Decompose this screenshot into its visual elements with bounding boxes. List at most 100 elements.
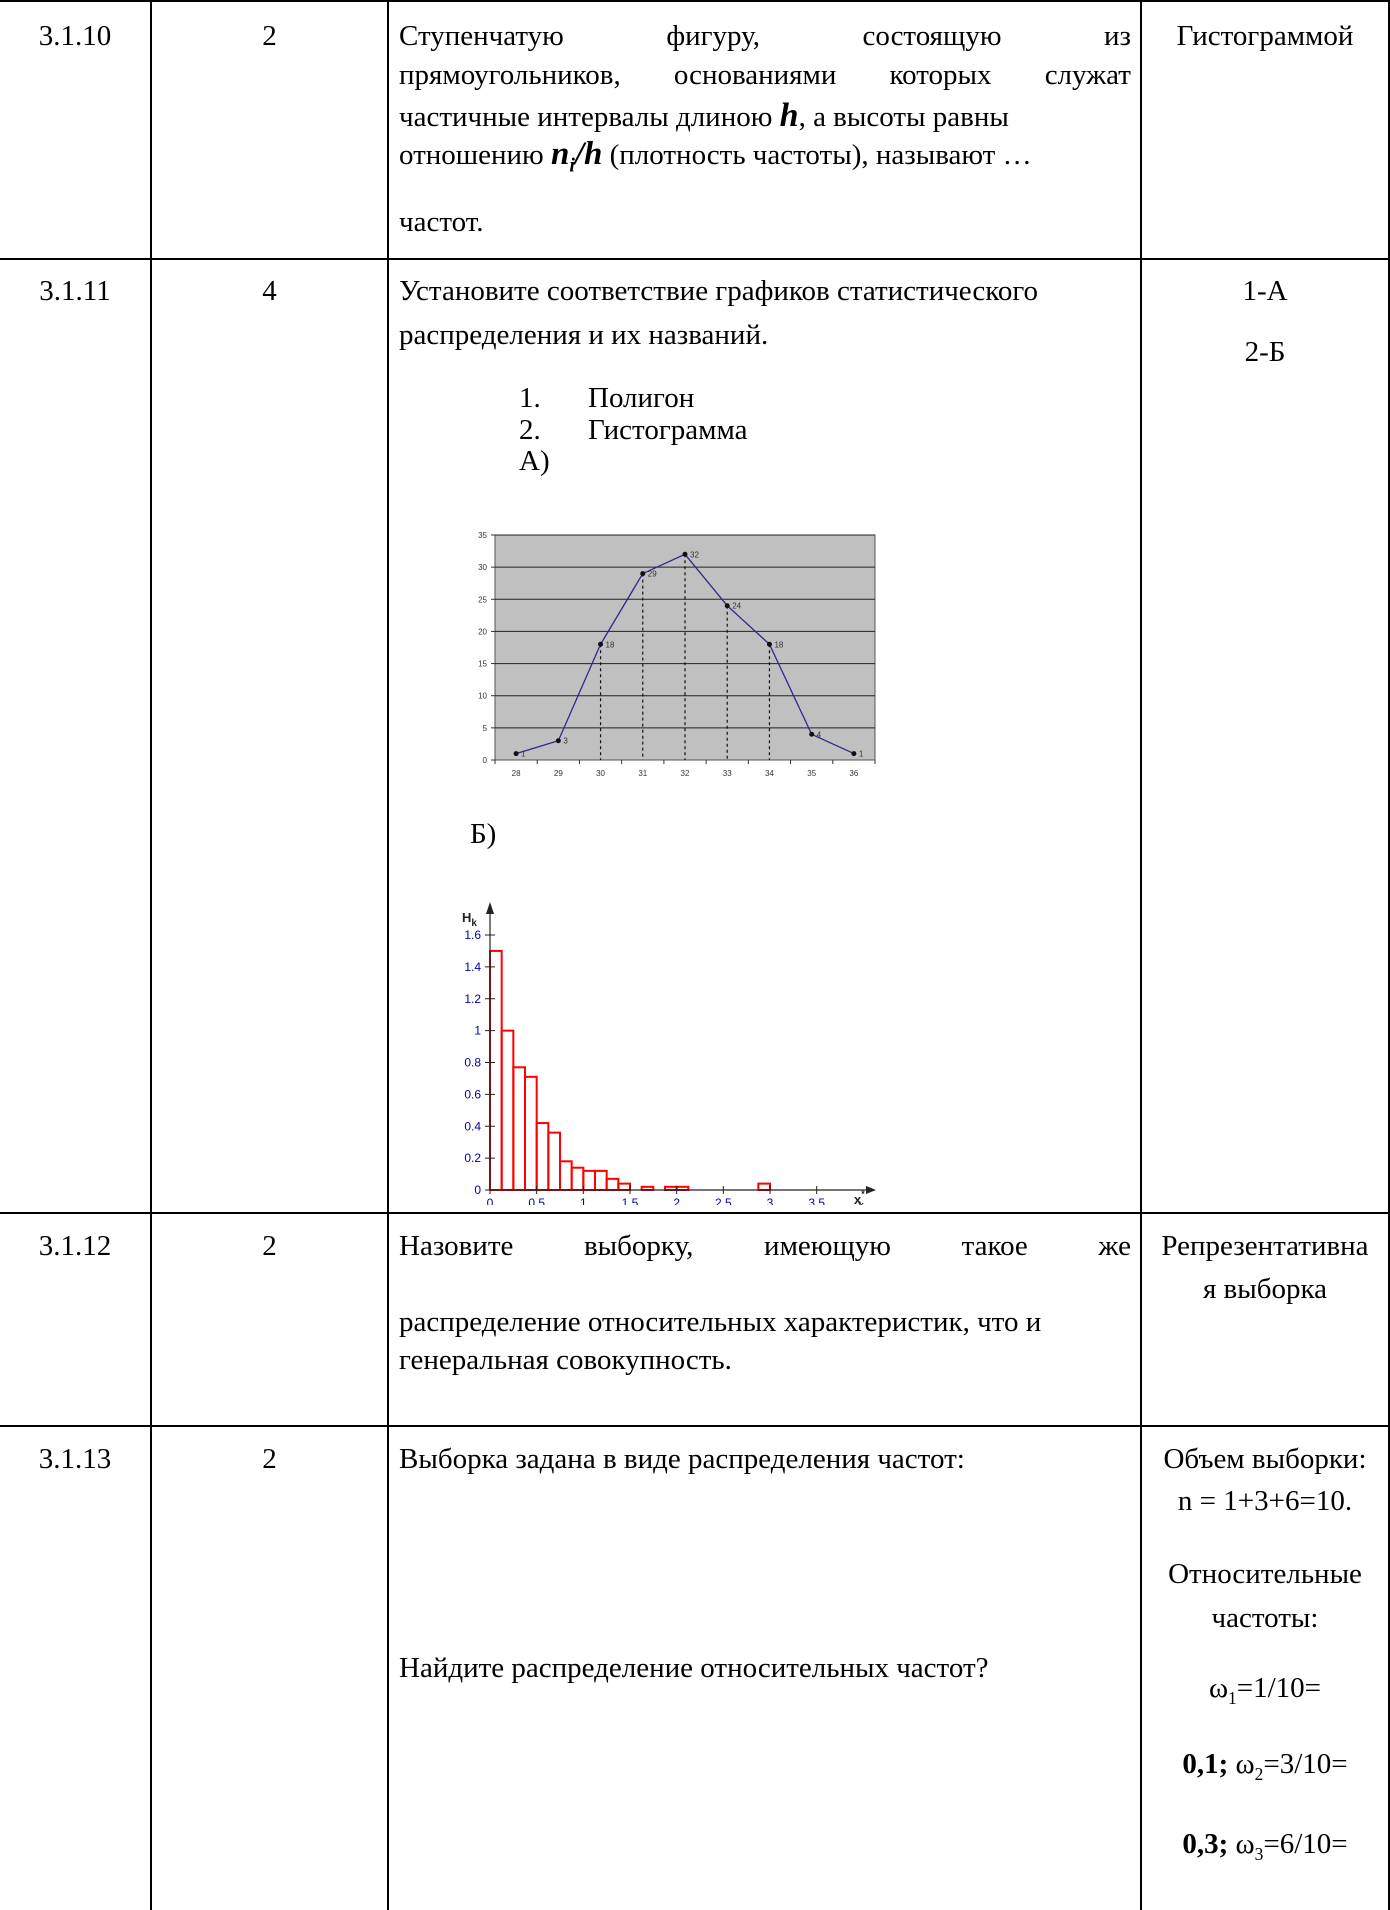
word: же bbox=[1098, 1230, 1131, 1262]
y-axis-arrow bbox=[486, 902, 494, 914]
data-label: 4 bbox=[817, 730, 822, 739]
histogram-bar bbox=[617, 1182, 631, 1191]
y-tick-label: 20 bbox=[478, 627, 487, 636]
word: основаниями bbox=[673, 59, 837, 91]
histogram-bar bbox=[512, 1066, 527, 1191]
answer-text: Относительные bbox=[1168, 1558, 1362, 1590]
word: из bbox=[1104, 20, 1131, 52]
bold-value: 0,3; bbox=[1182, 1828, 1229, 1860]
row-number: 3.1.12 bbox=[38, 1230, 112, 1262]
y-tick-label: 1.2 bbox=[464, 992, 481, 1006]
text: , а высоты равны bbox=[798, 101, 1009, 133]
x-tick-label: 3.5 bbox=[808, 1196, 825, 1205]
row-number: 3.1.11 bbox=[39, 275, 111, 307]
data-label: 24 bbox=[732, 602, 741, 611]
row-score: 2 bbox=[262, 1230, 277, 1262]
answer-text: 0,3; ω3=6/10= bbox=[1142, 1830, 1388, 1863]
answer-text: Репрезентативна bbox=[1161, 1230, 1369, 1262]
data-point bbox=[851, 751, 857, 757]
data-label: 1 bbox=[521, 750, 526, 759]
x-tick-label: 0 bbox=[487, 1196, 494, 1205]
x-tick-label: 1.5 bbox=[622, 1196, 639, 1205]
question-line: Найдите распределение относительных част… bbox=[399, 1652, 989, 1684]
x-tick-label: 32 bbox=[681, 769, 690, 778]
answer-text: n = 1+3+6=10. bbox=[1177, 1485, 1353, 1517]
data-label: 18 bbox=[606, 640, 615, 649]
histogram-chart: 0 0.2 0.4 0.6 0.8 1 1.2 1.4 1.6 0 0.5 1 1.5 2 2.5 3 3.5 H… bbox=[462, 902, 876, 1205]
histogram-bar bbox=[500, 1029, 515, 1191]
data-point bbox=[766, 641, 772, 647]
y-tick-label: 30 bbox=[478, 563, 487, 572]
word: прямоугольников, bbox=[399, 59, 621, 91]
x-tick-label: 30 bbox=[596, 769, 605, 778]
y-tick-label: 35 bbox=[478, 531, 487, 540]
list-item: Полигон bbox=[588, 382, 695, 414]
text: =1/10= bbox=[1236, 1672, 1322, 1704]
y-tick-label: 10 bbox=[478, 692, 487, 701]
x-tick-label: 2 bbox=[673, 1196, 680, 1205]
word: фигуру, bbox=[666, 20, 760, 52]
answer-text: Объем выборки: bbox=[1163, 1443, 1367, 1475]
word: такое bbox=[961, 1230, 1028, 1262]
omega-symbol: ω bbox=[1235, 1748, 1255, 1780]
data-point bbox=[598, 641, 604, 647]
y-tick-label: 0 bbox=[474, 1183, 481, 1197]
polygon-chart: 0 5 10 15 20 25 30 35 28 29 30 31 32 33 34 35 36 1 3 18 29 32… bbox=[478, 531, 876, 778]
chart-label-a: А) bbox=[519, 445, 550, 477]
x-axis-arrow bbox=[866, 1186, 876, 1194]
col-divider bbox=[150, 0, 152, 1910]
data-point bbox=[724, 603, 730, 609]
math-div: /h bbox=[574, 136, 603, 172]
histogram-bar bbox=[594, 1169, 608, 1191]
data-point bbox=[809, 731, 815, 737]
text: частичные интервалы длиною bbox=[399, 101, 773, 133]
omega-symbol: ω bbox=[1208, 1672, 1229, 1704]
data-label: 1 bbox=[859, 750, 864, 759]
question-line: прямоугольников, основаниями которых слу… bbox=[399, 61, 1131, 90]
text: (плотность частоты), называют … bbox=[609, 139, 1032, 171]
data-point bbox=[513, 751, 519, 757]
question-line: генеральная совокупность. bbox=[399, 1344, 732, 1376]
question-line: Выборка задана в виде распределения част… bbox=[399, 1443, 965, 1475]
histogram-bar bbox=[757, 1182, 772, 1191]
question-line: распределения и их названий. bbox=[399, 319, 769, 351]
question-line: частичные интервалы длиною h, а высоты р… bbox=[399, 99, 1131, 133]
y-tick-label: 1.4 bbox=[464, 960, 481, 974]
question-line: Ступенчатую фигуру, состоящую из bbox=[399, 22, 1131, 51]
x-tick-label: 1 bbox=[580, 1196, 587, 1205]
math-sub: i bbox=[569, 154, 575, 177]
x-tick-label: 29 bbox=[554, 769, 563, 778]
x-tick-label: 36 bbox=[849, 769, 858, 778]
row-score: 2 bbox=[262, 1443, 277, 1475]
x-tick-label: 34 bbox=[765, 769, 774, 778]
x-tick-label: 28 bbox=[512, 769, 521, 778]
col-divider bbox=[387, 0, 389, 1910]
answer-text: 2-Б bbox=[1244, 336, 1286, 368]
x-tick-label: 0.5 bbox=[528, 1196, 545, 1205]
histogram-bar bbox=[547, 1131, 562, 1191]
data-label: 3 bbox=[563, 737, 568, 746]
y-tick-label: 0 bbox=[483, 756, 488, 765]
word: служат bbox=[1044, 59, 1131, 91]
list-item: Гистограмма bbox=[588, 414, 748, 446]
question-line: отношению ni/h (плотность частоты), назы… bbox=[399, 138, 1131, 176]
omega-symbol: ω bbox=[1235, 1828, 1255, 1860]
histogram-bar bbox=[559, 1160, 573, 1191]
histogram-bar bbox=[489, 949, 503, 1191]
row-divider bbox=[0, 1212, 1390, 1214]
x-tick-label: 31 bbox=[638, 769, 647, 778]
y-tick-label: 25 bbox=[478, 595, 487, 604]
histogram-bar bbox=[570, 1166, 585, 1191]
math-formula: ni/h bbox=[551, 136, 603, 176]
data-label: 29 bbox=[648, 570, 657, 579]
subscript: 2 bbox=[1254, 1763, 1264, 1784]
data-point bbox=[640, 571, 646, 577]
text: =6/10= bbox=[1263, 1828, 1348, 1860]
answer-text: частоты: bbox=[1211, 1602, 1319, 1634]
x-axis-label: x* k bbox=[854, 1189, 865, 1205]
question-line: распределение относительных характеристи… bbox=[399, 1306, 1042, 1338]
row-number: 3.1.13 bbox=[38, 1443, 112, 1475]
row-score: 2 bbox=[262, 20, 277, 52]
data-point bbox=[682, 551, 688, 557]
